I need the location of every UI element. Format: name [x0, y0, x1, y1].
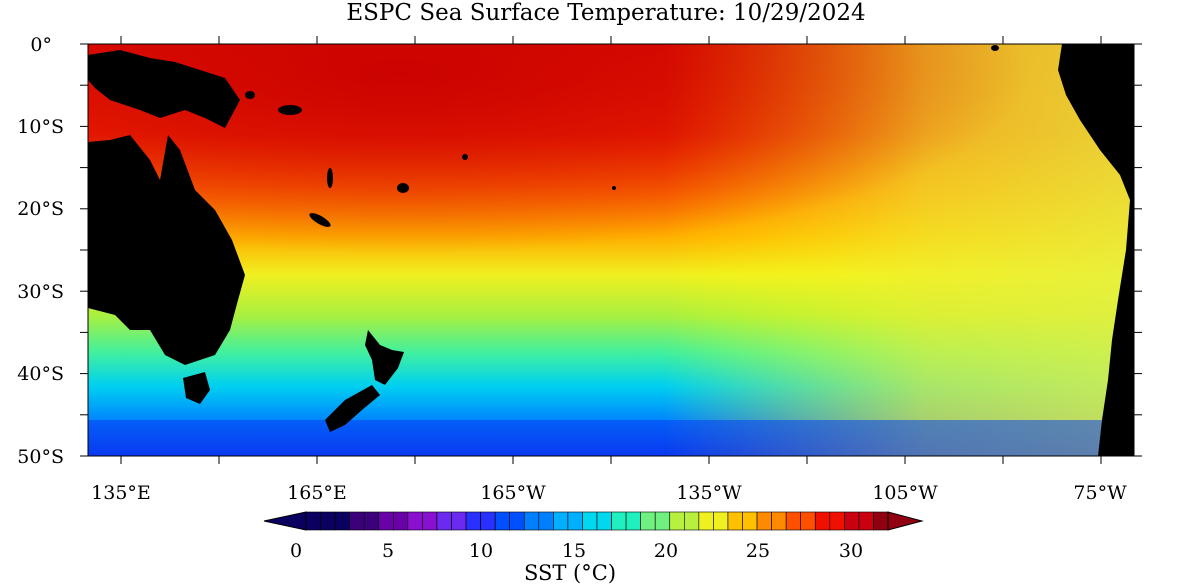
- colorbar-segment: [305, 511, 321, 531]
- colorbar-segment: [480, 511, 496, 531]
- lat-label: 50°S: [17, 446, 64, 468]
- colorbar-max-arrow: [887, 511, 924, 531]
- colorbar-segment: [742, 511, 758, 531]
- colorbar-segment: [494, 511, 510, 531]
- colorbar-segment: [523, 511, 540, 531]
- colorbar-segment: [334, 511, 350, 531]
- colorbar-segment: [378, 511, 394, 531]
- colorbar-segment: [669, 511, 685, 531]
- lon-label: 105°W: [872, 482, 938, 504]
- ocean-sst-field: [88, 44, 1134, 456]
- colorbar-tick-label: 0: [290, 540, 302, 562]
- lon-label: 165°E: [287, 482, 347, 504]
- colorbar-segment: [640, 511, 656, 531]
- colorbar-segment: [363, 511, 380, 531]
- island-land: [612, 186, 616, 190]
- colorbar-segment: [392, 511, 409, 531]
- colorbar-segment: [422, 511, 438, 531]
- island-land: [462, 154, 468, 160]
- new-zealand-south-land: [325, 385, 380, 432]
- colorbar-segment: [829, 511, 845, 531]
- colorbar-segment: [873, 511, 889, 531]
- new-guinea-land: [88, 50, 240, 128]
- sst-colorbar: [263, 511, 924, 531]
- axis-ticks: [80, 36, 1142, 464]
- colorbar-segment: [785, 511, 802, 531]
- colorbar-segment: [349, 511, 365, 531]
- lat-label: 20°S: [17, 198, 64, 220]
- colorbar-segment: [844, 511, 860, 531]
- colorbar-segment: [407, 511, 423, 531]
- map-title: ESPC Sea Surface Temperature: 10/29/2024: [346, 0, 865, 26]
- latitude-labels: 0° 10°S 20°S 30°S 40°S 50°S: [17, 34, 64, 468]
- colorbar-segment: [771, 511, 787, 531]
- colorbar-segment: [800, 511, 816, 531]
- new-zealand-north-land: [365, 330, 404, 385]
- tasmania-land: [183, 372, 210, 404]
- australia-land: [88, 135, 245, 365]
- colorbar-segment: [436, 511, 452, 531]
- colorbar-segment: [625, 511, 641, 531]
- colorbar-segment: [814, 511, 831, 531]
- colorbar-segment: [858, 511, 874, 531]
- lon-label: 135°E: [91, 482, 151, 504]
- colorbar-title: SST (°C): [524, 561, 616, 585]
- colorbar-segment: [451, 511, 467, 531]
- lat-label: 10°S: [17, 116, 64, 138]
- colorbar-tick-labels: 0 5 10 15 20 25 30: [290, 540, 863, 562]
- fiji-land: [397, 183, 409, 193]
- colorbar-segment: [567, 511, 583, 531]
- colorbar-tick-label: 10: [469, 540, 493, 562]
- colorbar-segment: [756, 511, 772, 531]
- island-land: [991, 45, 999, 51]
- colorbar-segment: [596, 511, 612, 531]
- colorbar-segment: [727, 511, 743, 531]
- colorbar-segment: [553, 511, 569, 531]
- lat-label: 0°: [30, 34, 52, 56]
- colorbar-segment: [713, 511, 729, 531]
- colorbar-tick-label: 20: [654, 540, 678, 562]
- lon-label: 75°W: [1073, 482, 1127, 504]
- colorbar-segment: [698, 511, 714, 531]
- colorbar-segment: [538, 511, 554, 531]
- colorbar-segment: [582, 511, 598, 531]
- new-caledonia-land: [309, 213, 331, 227]
- colorbar-segment: [683, 511, 700, 531]
- lon-label: 165°W: [480, 482, 546, 504]
- colorbar-tick-label: 15: [562, 540, 586, 562]
- colorbar-min-arrow: [263, 511, 307, 531]
- vanuatu-land: [327, 168, 333, 188]
- island-land: [245, 91, 255, 99]
- solomon-islands-land: [278, 105, 302, 115]
- colorbar-tick-label: 30: [839, 540, 863, 562]
- south-america-land: [1058, 44, 1134, 456]
- land-masses: [88, 44, 1134, 456]
- colorbar-segment: [611, 511, 627, 531]
- colorbar-tick-label: 25: [746, 540, 770, 562]
- lon-label: 135°W: [676, 482, 742, 504]
- lat-label: 40°S: [17, 363, 64, 385]
- colorbar-tick-label: 5: [382, 540, 394, 562]
- colorbar-segment: [465, 511, 481, 531]
- longitude-labels: 135°E 165°E 165°W 135°W 105°W 75°W: [91, 482, 1127, 504]
- colorbar-segment: [509, 511, 525, 531]
- lat-label: 30°S: [17, 281, 64, 303]
- colorbar-segment: [320, 511, 336, 531]
- colorbar-segment: [654, 511, 671, 531]
